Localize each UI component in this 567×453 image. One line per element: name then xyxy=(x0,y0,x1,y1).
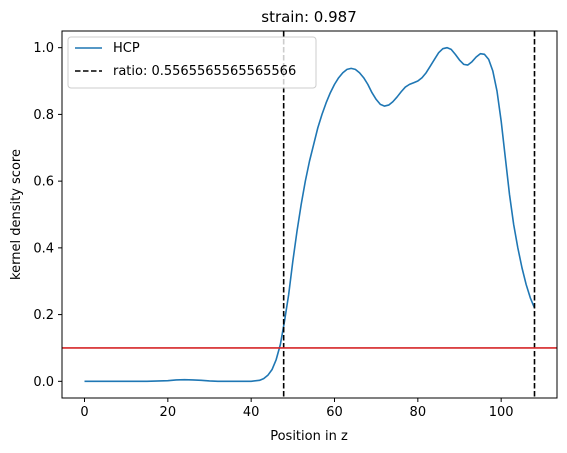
y-tick-label: 0.4 xyxy=(33,241,54,256)
y-tick-label: 0.8 xyxy=(33,108,54,123)
x-tick-label: 60 xyxy=(326,405,343,420)
legend-label-ratio: ratio: 0.5565565565565566 xyxy=(113,64,296,79)
legend-label-hcp: HCP xyxy=(113,41,140,56)
x-tick-label: 100 xyxy=(489,405,514,420)
y-tick-label: 0.2 xyxy=(33,308,54,323)
y-tick-label: 1.0 xyxy=(33,41,54,56)
plot-lines-layer xyxy=(62,31,557,398)
x-tick-label: 40 xyxy=(243,405,260,420)
x-tick-label: 0 xyxy=(80,405,88,420)
x-axis-label: Position in z xyxy=(270,429,348,444)
y-axis-ticks: 0.0 0.2 0.4 0.6 0.8 1.0 xyxy=(33,41,62,390)
plot-area-frame xyxy=(61,30,558,399)
x-axis-ticks: 0 20 40 60 80 100 xyxy=(80,398,514,420)
x-tick-label: 80 xyxy=(410,405,427,420)
legend: HCP ratio: 0.5565565565565566 xyxy=(67,36,317,89)
y-axis-label: kernel density score xyxy=(9,149,24,280)
y-tick-label: 0.0 xyxy=(33,375,54,390)
legend-box xyxy=(67,36,317,89)
chart-title: strain: 0.987 xyxy=(261,8,357,26)
y-tick-label: 0.6 xyxy=(33,175,54,190)
x-tick-label: 20 xyxy=(160,405,177,420)
series-line-hcp xyxy=(84,46,536,383)
